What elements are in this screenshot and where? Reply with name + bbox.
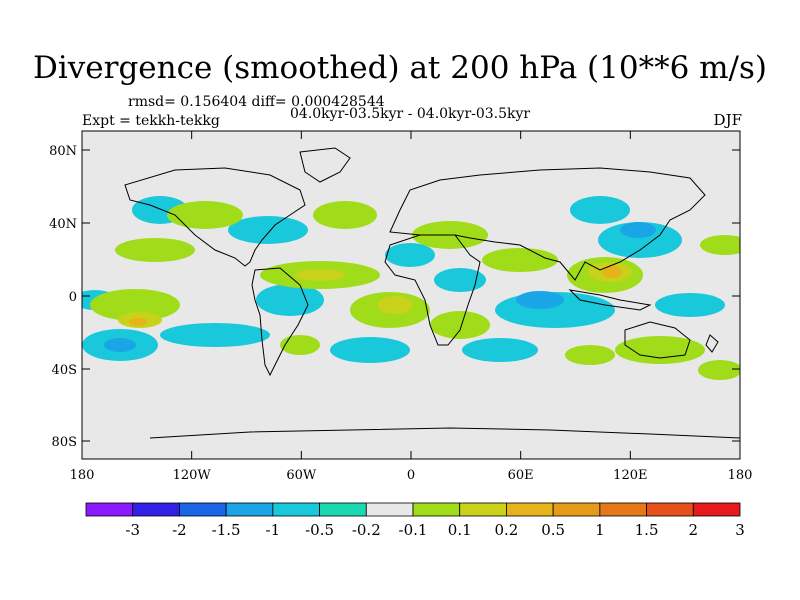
season-label: DJF [713, 111, 742, 129]
colorbar-label: -0.1 [399, 521, 428, 539]
lat-tick-label: 40N [49, 217, 77, 232]
colorbar-label: -2 [172, 521, 187, 539]
colorbar-swatch [552, 502, 601, 517]
lon-tick-label: 60E [508, 468, 534, 483]
colorbar-swatch [225, 502, 274, 517]
colorbar-label: 0.5 [541, 521, 565, 539]
colorbar: -3 -2 -1.5 -1 -0.5 -0.2 -0.1 0.1 0.2 0.5 1 1.5 2 3 [85, 502, 745, 539]
lat-tick-label: 40S [52, 363, 77, 378]
colorbar-label: 2 [689, 521, 699, 539]
colorbar-label: 3 [735, 521, 745, 539]
colorbar-swatch [412, 502, 461, 517]
colorbar-swatch [506, 502, 554, 517]
lon-tick-label: 180 [728, 468, 753, 483]
lat-tick-label: 0 [69, 290, 77, 305]
lon-tick-label: 180 [70, 468, 95, 483]
lat-tick-label: 80S [52, 435, 77, 450]
lon-tick-label: 120W [173, 468, 212, 483]
colorbar-swatch [272, 502, 320, 517]
plot-title: Divergence (smoothed) at 200 hPa (10**6 … [33, 50, 767, 86]
coastlines [124, 147, 740, 439]
colorbar-label: -1.5 [212, 521, 241, 539]
colorbar-label: 0.2 [494, 521, 518, 539]
colorbar-label: -0.5 [305, 521, 334, 539]
colorbar-label: 1.5 [635, 521, 659, 539]
colorbar-label: -3 [125, 521, 140, 539]
lon-tick-label: 0 [407, 468, 415, 483]
colorbar-swatch [179, 502, 227, 517]
lon-tick-label: 120E [613, 468, 647, 483]
colorbar-label: -1 [266, 521, 281, 539]
strong-convergence-regions [104, 222, 656, 352]
period-label: 04.0kyr-03.5kyr - 04.0kyr-03.5kyr [290, 106, 531, 122]
colorbar-swatch [365, 502, 414, 517]
experiment-label: Expt = tekkh-tekkg [82, 113, 220, 129]
strong-divergence-regions [129, 266, 622, 326]
map-axis-ticks: 80N 40N 0 40S 80S 180 120W 60W 0 60E 120E 180 [49, 131, 752, 483]
colorbar-swatch [646, 502, 694, 517]
colorbar-swatch [85, 502, 134, 517]
colorbar-swatch [692, 502, 741, 517]
colorbar-label: -0.2 [352, 521, 381, 539]
lat-tick-label: 80N [49, 144, 77, 159]
colorbar-label: 1 [595, 521, 605, 539]
stats-label: rmsd= 0.156404 diff= 0.000428544 [128, 94, 385, 110]
colorbar-swatch [319, 502, 367, 517]
lon-tick-label: 60W [286, 468, 317, 483]
colorbar-swatch [132, 502, 180, 517]
colorbar-swatch [599, 502, 647, 517]
divergence-field [82, 147, 740, 439]
colorbar-label: 0.1 [448, 521, 472, 539]
colorbar-swatch [459, 502, 507, 517]
